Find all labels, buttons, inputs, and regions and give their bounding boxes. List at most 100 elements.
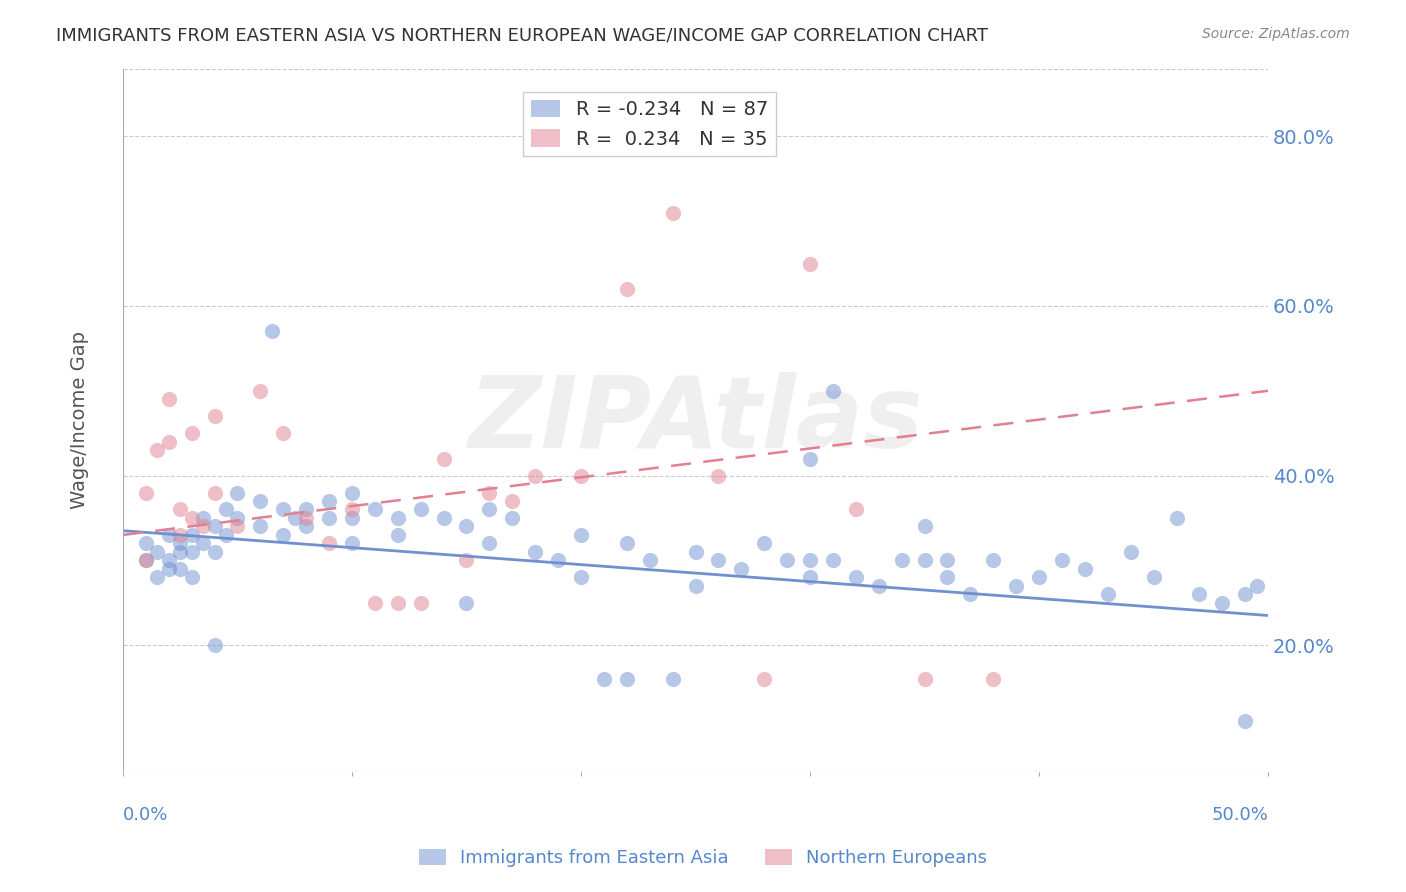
Point	[730, 562, 752, 576]
Point	[204, 519, 226, 533]
Point	[180, 426, 202, 441]
Point	[204, 638, 226, 652]
Point	[1028, 570, 1050, 584]
Point	[799, 256, 821, 270]
Point	[754, 536, 776, 550]
Legend: R = -0.234   N = 87, R =  0.234   N = 35: R = -0.234 N = 87, R = 0.234 N = 35	[523, 92, 776, 156]
Point	[135, 553, 157, 567]
Point	[157, 434, 180, 449]
Point	[157, 392, 180, 407]
Point	[1050, 553, 1073, 567]
Point	[821, 384, 844, 398]
Point	[569, 528, 592, 542]
Point	[249, 519, 271, 533]
Point	[215, 502, 238, 516]
Point	[845, 570, 868, 584]
Point	[799, 553, 821, 567]
Point	[387, 528, 409, 542]
Point	[1005, 579, 1028, 593]
Point	[191, 511, 214, 525]
Point	[776, 553, 799, 567]
Point	[478, 502, 501, 516]
Y-axis label: Wage/Income Gap: Wage/Income Gap	[69, 332, 89, 509]
Point	[409, 502, 432, 516]
Point	[890, 553, 912, 567]
Point	[180, 528, 202, 542]
Point	[157, 553, 180, 567]
Point	[180, 570, 202, 584]
Point	[821, 553, 844, 567]
Point	[707, 553, 730, 567]
Point	[180, 511, 202, 525]
Point	[799, 570, 821, 584]
Point	[226, 485, 249, 500]
Point	[169, 502, 191, 516]
Point	[284, 511, 307, 525]
Point	[914, 519, 936, 533]
Point	[754, 672, 776, 686]
Point	[616, 536, 638, 550]
Point	[569, 570, 592, 584]
Point	[638, 553, 661, 567]
Point	[271, 502, 294, 516]
Text: ZIPAtlas: ZIPAtlas	[468, 372, 922, 469]
Point	[981, 553, 1004, 567]
Point	[387, 511, 409, 525]
Point	[1074, 562, 1097, 576]
Point	[135, 553, 157, 567]
Point	[1119, 545, 1142, 559]
Point	[936, 570, 959, 584]
Point	[364, 502, 387, 516]
Point	[271, 528, 294, 542]
Point	[295, 511, 318, 525]
Point	[478, 485, 501, 500]
Point	[146, 545, 169, 559]
Point	[157, 562, 180, 576]
Point	[936, 553, 959, 567]
Point	[215, 528, 238, 542]
Point	[409, 596, 432, 610]
Point	[478, 536, 501, 550]
Text: IMMIGRANTS FROM EASTERN ASIA VS NORTHERN EUROPEAN WAGE/INCOME GAP CORRELATION CH: IMMIGRANTS FROM EASTERN ASIA VS NORTHERN…	[56, 27, 988, 45]
Point	[318, 536, 340, 550]
Point	[959, 587, 981, 601]
Point	[157, 528, 180, 542]
Point	[226, 519, 249, 533]
Point	[204, 485, 226, 500]
Point	[249, 384, 271, 398]
Point	[387, 596, 409, 610]
Point	[456, 553, 478, 567]
Point	[180, 545, 202, 559]
Point	[295, 519, 318, 533]
Point	[981, 672, 1004, 686]
Point	[135, 485, 157, 500]
Point	[799, 451, 821, 466]
Point	[204, 545, 226, 559]
Point	[169, 528, 191, 542]
Point	[1143, 570, 1166, 584]
Point	[432, 511, 454, 525]
Point	[547, 553, 569, 567]
Point	[524, 468, 547, 483]
Point	[169, 536, 191, 550]
Point	[191, 519, 214, 533]
Point	[318, 511, 340, 525]
Point	[707, 468, 730, 483]
Point	[135, 536, 157, 550]
Point	[364, 596, 387, 610]
Point	[271, 426, 294, 441]
Point	[260, 325, 283, 339]
Point	[432, 451, 454, 466]
Point	[685, 579, 707, 593]
Point	[1234, 587, 1257, 601]
Point	[845, 502, 868, 516]
Point	[524, 545, 547, 559]
Point	[146, 443, 169, 458]
Point	[501, 511, 523, 525]
Point	[868, 579, 890, 593]
Point	[340, 536, 363, 550]
Point	[318, 494, 340, 508]
Point	[661, 205, 683, 219]
Point	[456, 596, 478, 610]
Point	[191, 536, 214, 550]
